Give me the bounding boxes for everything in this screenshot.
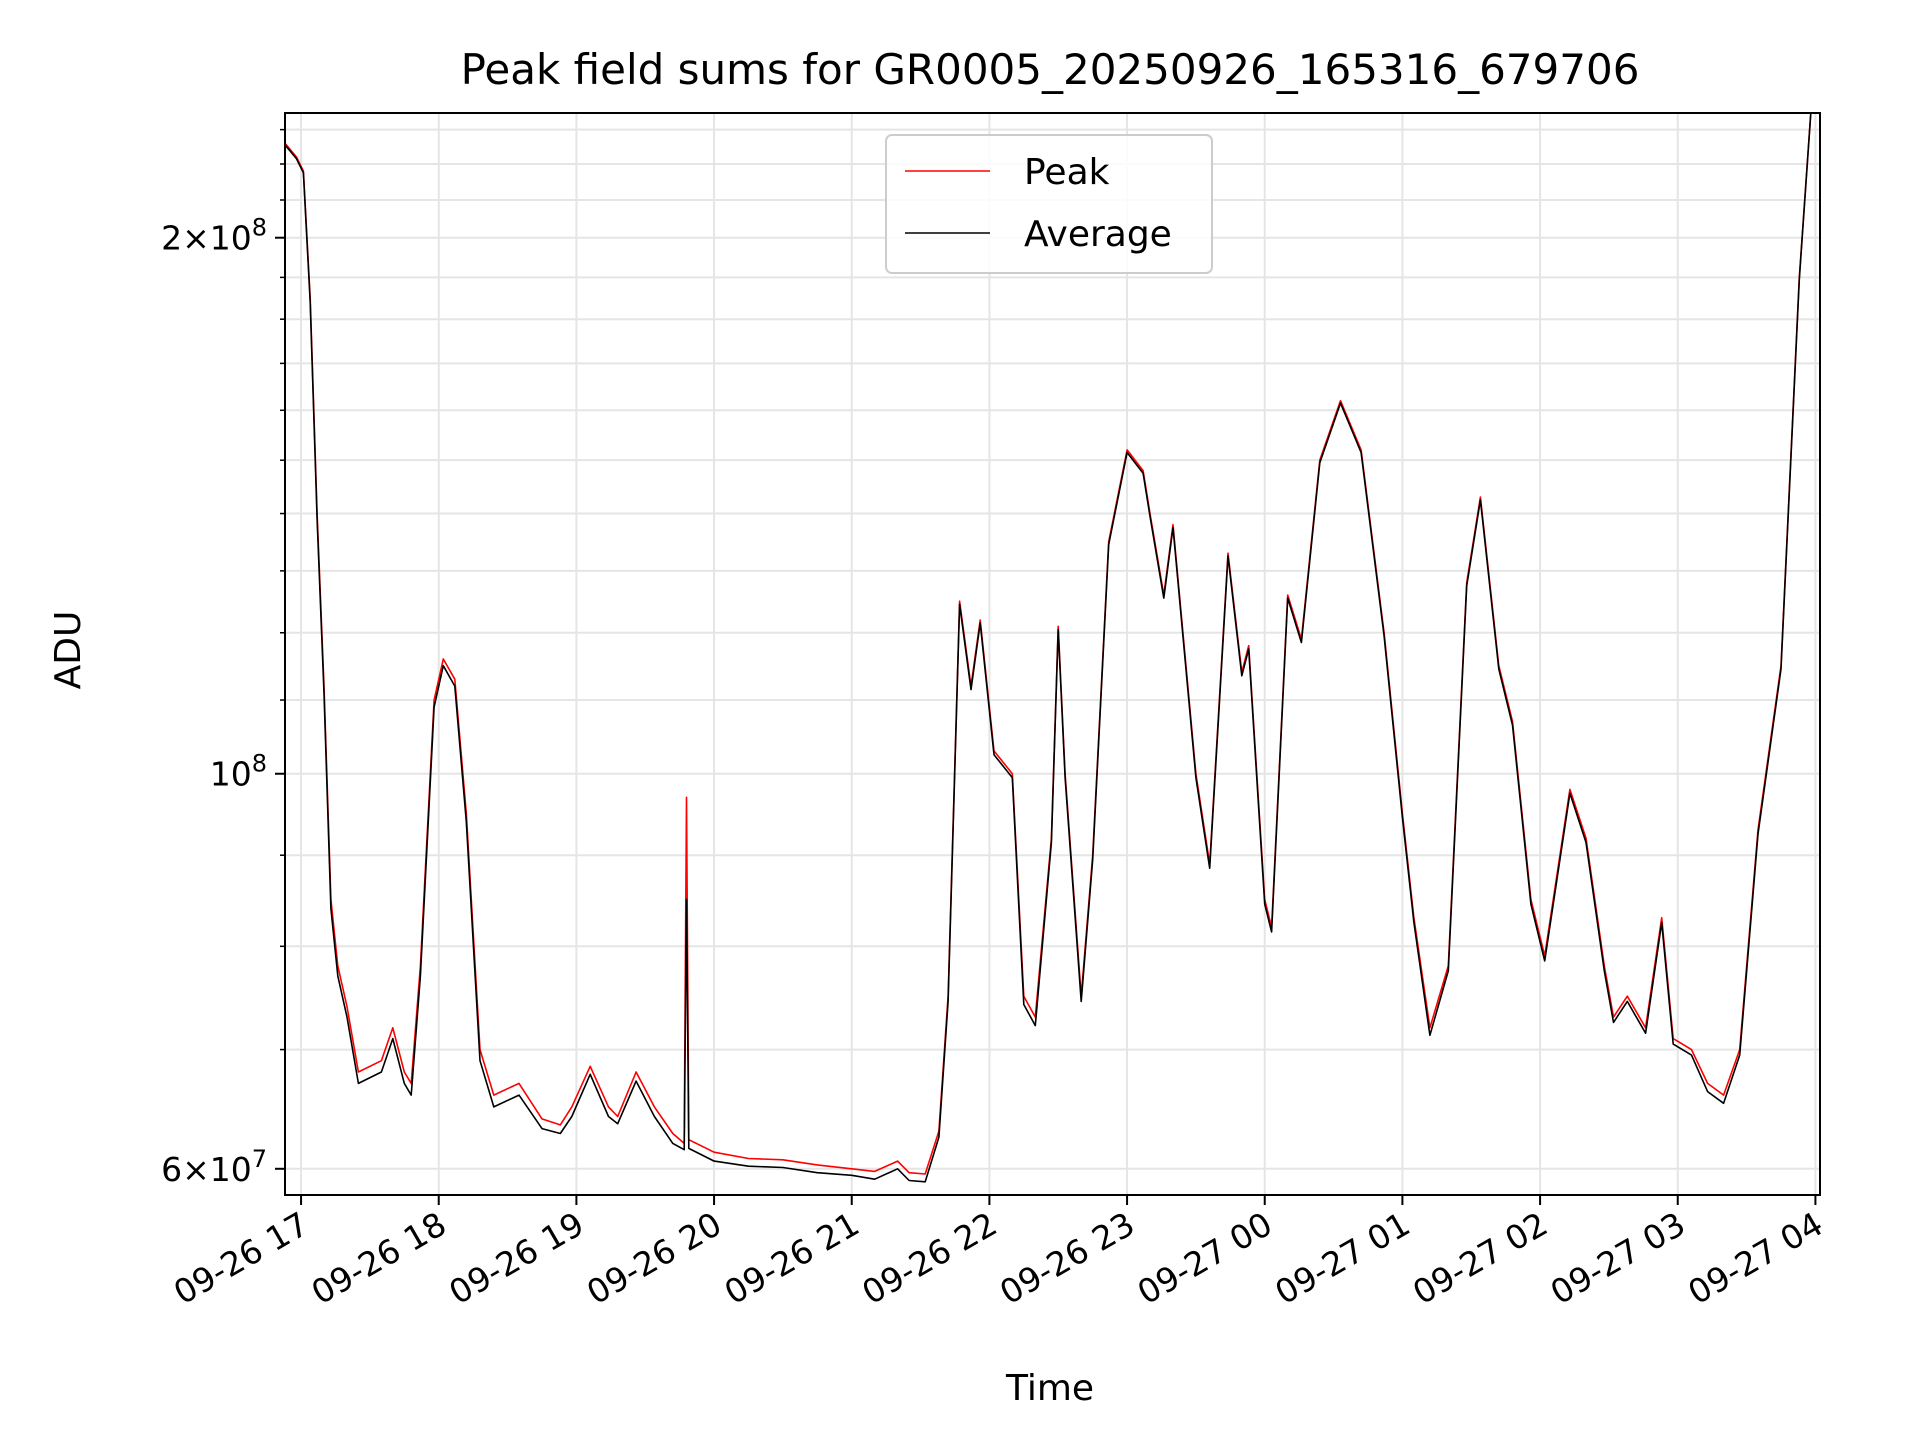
series-line-peak (284, 112, 1812, 1175)
y-tick-label: 108 (210, 750, 267, 794)
chart-title: Peak field sums for GR0005_20250926_1653… (461, 45, 1640, 94)
x-axis-label: Time (1005, 1368, 1094, 1409)
series-line-average (284, 112, 1812, 1183)
y-tick-label: 2×108 (161, 214, 267, 258)
axes-frame (284, 112, 1821, 1196)
legend-label-peak: Peak (1024, 152, 1110, 193)
series-lines (284, 112, 1812, 1183)
legend-box (885, 134, 1213, 274)
legend: Peak Average (885, 134, 1213, 274)
y-tick-label: 6×107 (161, 1145, 267, 1189)
ticks (275, 128, 1817, 1205)
legend-label-average: Average (1024, 214, 1172, 255)
y-tick-labels: 6×107 108 2×108 (161, 214, 267, 1189)
y-axis-label: ADU (48, 611, 89, 690)
